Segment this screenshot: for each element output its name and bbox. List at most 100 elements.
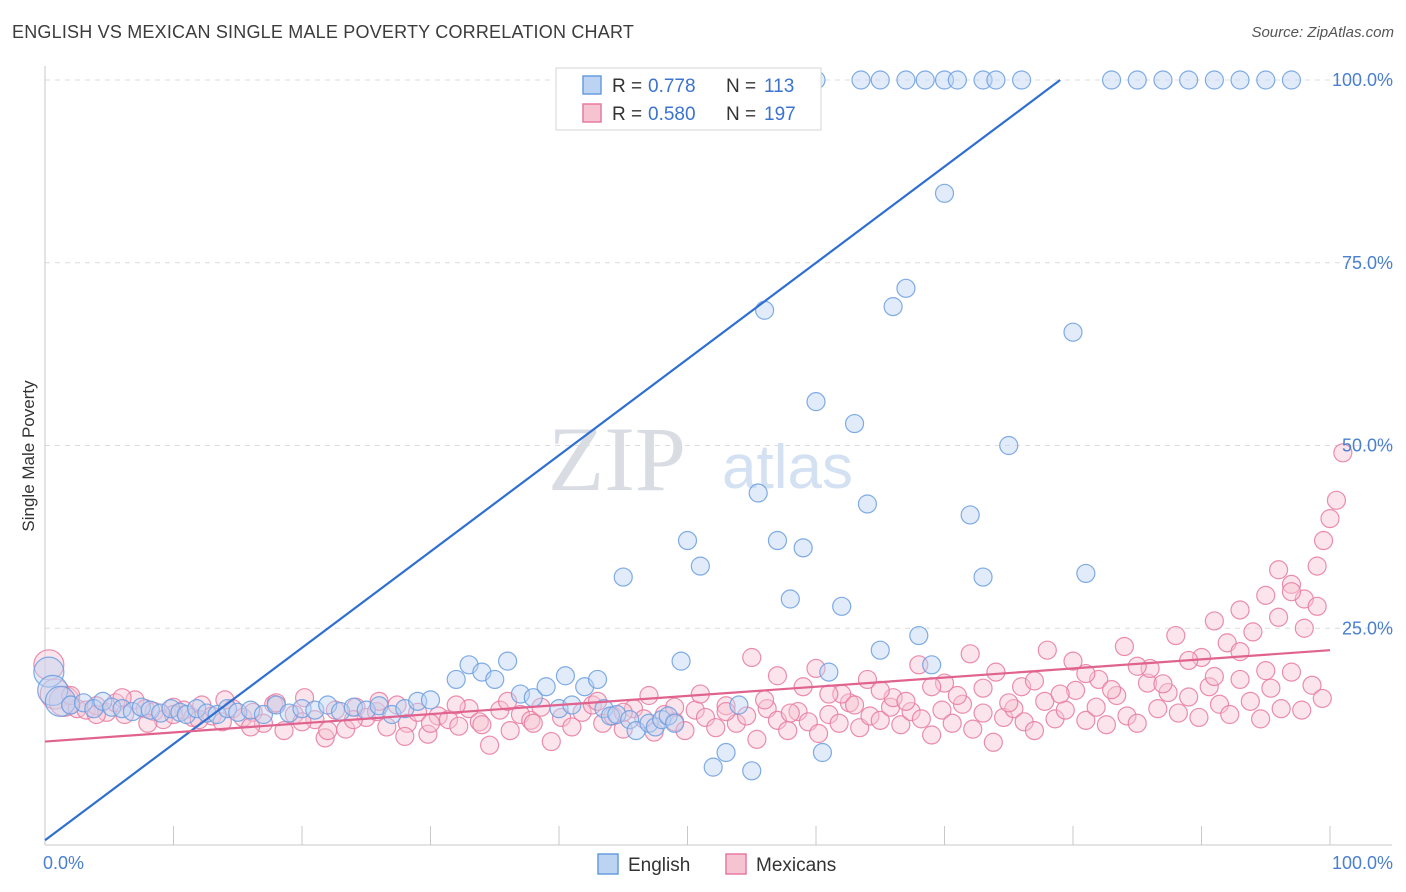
mexicans-point-77 — [808, 723, 829, 744]
mexicans-point-150 — [1256, 585, 1276, 605]
english-point-78 — [870, 640, 890, 660]
english-point-48 — [587, 669, 608, 690]
english-point-51 — [607, 704, 627, 725]
english-point-100 — [870, 70, 890, 90]
mexicans-point-108 — [1127, 713, 1147, 733]
mexicans-point-169 — [973, 678, 993, 698]
mexicans-point-170 — [999, 693, 1019, 713]
english-point-95 — [1230, 70, 1250, 90]
legend-english-r-value: 0.778 — [648, 76, 696, 97]
legend: R = 0.778 N = 113 R = 0.580 N = 197 — [555, 67, 822, 131]
mexicans-point-159 — [1268, 560, 1289, 580]
mexicans-point-83 — [870, 710, 890, 730]
mexicans-point-67 — [706, 718, 726, 738]
english-point-63 — [703, 757, 723, 777]
english-point-26 — [305, 700, 325, 720]
legend-english-n-label: N = — [726, 76, 756, 97]
english-point-56 — [645, 717, 665, 737]
y-axis-title: Single Male Poverty — [19, 380, 38, 532]
english-point-15 — [176, 704, 196, 725]
english-point-61 — [677, 530, 698, 551]
mexicans-point-146 — [1204, 611, 1224, 631]
mexicans-point-82 — [860, 706, 880, 726]
mexicans-point-123 — [1281, 662, 1302, 682]
english-point-79 — [883, 297, 903, 317]
mexicans-point-197 — [318, 720, 338, 741]
mexicans-point-124 — [1292, 700, 1312, 720]
mexicans-point-29 — [315, 728, 335, 748]
english-point-59 — [665, 713, 685, 733]
bottom-legend-english-label: English — [628, 855, 690, 876]
mexicans-point-115 — [1199, 677, 1219, 697]
legend-mexicans-n-value: 197 — [764, 104, 796, 125]
english-point-83 — [934, 183, 955, 203]
mexicans-point-190 — [446, 695, 466, 715]
mexicans-point-160 — [1281, 582, 1302, 602]
watermark-atlas: atlas — [722, 433, 853, 502]
english-point-71 — [793, 538, 813, 558]
mexicans-point-122 — [1271, 699, 1291, 719]
mexicans-point-125 — [1302, 675, 1322, 695]
mexicans-point-79 — [829, 713, 849, 733]
mexicans-point-5 — [76, 700, 96, 720]
english-point-97 — [1281, 70, 1302, 90]
english-point-92 — [1153, 70, 1173, 90]
english-point-86 — [999, 435, 1019, 456]
grid — [45, 79, 1392, 629]
english-point-43 — [536, 677, 556, 697]
legend-english-swatch — [582, 75, 602, 95]
english-point-93 — [1179, 70, 1199, 90]
english-point-50 — [600, 706, 621, 726]
mexicans-point-99 — [1035, 691, 1055, 711]
mexicans-point-44 — [469, 712, 489, 732]
legend-english-r-label: R = — [612, 76, 642, 97]
english-point-62 — [690, 556, 710, 576]
watermark-zip: ZIP — [548, 408, 686, 510]
mexicans-point-110 — [1148, 699, 1168, 719]
mexicans-point-194 — [395, 726, 415, 747]
mexicans-point-53 — [562, 717, 582, 737]
mexicans-point-137 — [986, 662, 1006, 682]
english-point-68 — [754, 300, 775, 320]
mexicans-point-158 — [1333, 443, 1353, 463]
bottom-legend-english-swatch — [597, 853, 619, 875]
legend-english-n-value: 113 — [764, 76, 794, 97]
bottom-legend-mexicans-label: Mexicans — [756, 855, 836, 876]
english-point-24 — [279, 703, 299, 723]
english-point-73 — [812, 742, 833, 763]
x-tick-label-0: 0.0% — [43, 853, 84, 873]
english-point-89 — [1076, 563, 1096, 584]
bottom-legend: English Mexicans — [597, 853, 836, 876]
y-tick-label-0: 25.0% — [1342, 618, 1393, 638]
english-point-18 — [207, 704, 227, 725]
english-point-57 — [652, 710, 672, 730]
mexicans-point-87 — [911, 709, 931, 729]
mexicans-point-173 — [1076, 663, 1096, 684]
mexicans-point-166 — [896, 691, 916, 711]
english-point-60 — [671, 651, 691, 671]
mexicans-point-140 — [1063, 651, 1083, 671]
mexicans-point-157 — [1326, 490, 1347, 510]
legend-mexicans-r-value: 0.580 — [648, 104, 696, 125]
mexicans-point-114 — [1189, 707, 1209, 728]
mexicans-point-171 — [1024, 671, 1045, 691]
mexicans-point-191 — [472, 715, 492, 735]
mexicans-point-55 — [582, 695, 603, 715]
mexicans-point-152 — [1281, 574, 1302, 594]
y-tick-label-1: 50.0% — [1342, 436, 1393, 456]
mexicans-point-93 — [973, 703, 993, 723]
legend-mexicans-n-label: N = — [726, 104, 756, 125]
english-point-101 — [896, 70, 916, 90]
english-point-102 — [915, 70, 935, 90]
mexicans-point-66 — [695, 707, 716, 728]
mexicans-point-75 — [788, 701, 808, 722]
mexicans-point-112 — [1168, 703, 1188, 723]
axes — [44, 66, 1392, 846]
english-point-53 — [620, 710, 640, 730]
english-point-77 — [857, 494, 878, 514]
mexicans-point-105 — [1096, 715, 1117, 735]
english-point-55 — [639, 713, 659, 733]
bottom-legend-mexicans-swatch — [725, 853, 747, 875]
mexicans-point-98 — [1024, 720, 1045, 741]
